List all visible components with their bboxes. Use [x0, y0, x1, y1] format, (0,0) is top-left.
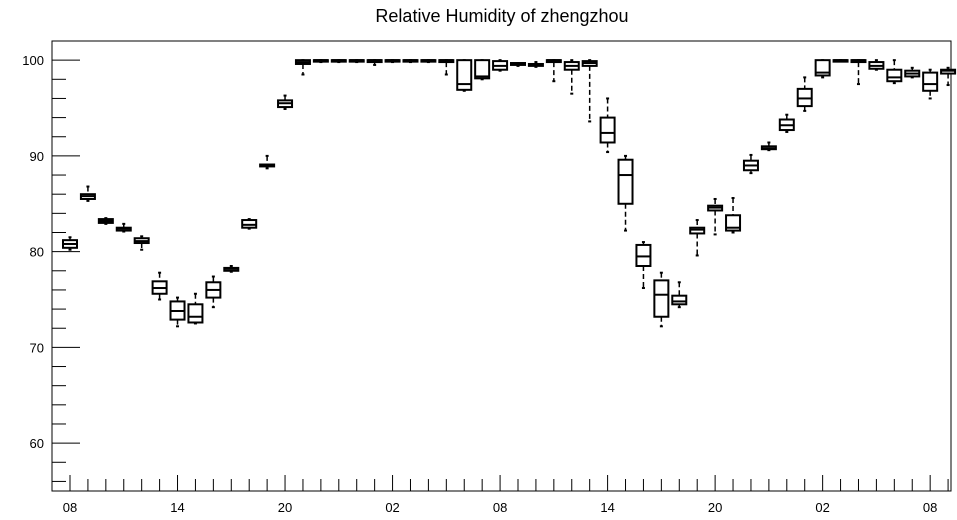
box-plot-8 — [205, 275, 222, 309]
box-plot-23 — [474, 59, 491, 81]
box-plot-25 — [510, 62, 526, 67]
box-plot-30 — [599, 97, 616, 154]
box-plot-15 — [330, 59, 347, 64]
iqr-box — [187, 303, 204, 324]
box-plot-11 — [259, 154, 276, 170]
box-series — [62, 59, 957, 328]
box-plot-38 — [742, 153, 759, 175]
x-tick-label: 02 — [385, 500, 399, 515]
box-plot-24 — [492, 59, 509, 72]
box-plot-42 — [814, 59, 831, 79]
x-tick-label: 20 — [278, 500, 292, 515]
box-plot-33 — [653, 271, 670, 328]
chart-title: Relative Humidity of zhengzhou — [375, 6, 628, 26]
box-plot-39 — [760, 141, 777, 152]
box-plot-44 — [850, 59, 867, 86]
x-tick-label: 08 — [923, 500, 937, 515]
plot-frame — [51, 40, 952, 492]
box-plot-37 — [725, 197, 742, 234]
box-plot-18 — [384, 59, 401, 64]
box-plot-16 — [348, 59, 365, 64]
y-tick-label: 80 — [30, 245, 44, 260]
y-tick-label: 90 — [30, 149, 44, 164]
y-axis: 60 70 80 90 100 — [22, 40, 80, 482]
y-tick-label: 70 — [30, 340, 44, 355]
box-plot-28 — [563, 59, 580, 95]
box-plot-40 — [778, 113, 795, 133]
box-plot-27 — [545, 59, 562, 83]
box-plot-14 — [312, 59, 329, 64]
box-plot-4 — [133, 235, 150, 251]
iqr-box — [474, 59, 491, 80]
box-plot-19 — [402, 59, 419, 64]
box-plot-3 — [115, 222, 132, 233]
box-plot-26 — [527, 61, 544, 68]
x-axis: 08 14 20 02 08 14 20 02 08 — [63, 475, 949, 515]
box-plot-31 — [617, 154, 634, 232]
box-plot-9 — [223, 265, 240, 273]
x-tick-label: 02 — [815, 500, 829, 515]
x-tick-label: 08 — [63, 500, 77, 515]
iqr-box — [653, 279, 670, 318]
box-plot-49 — [940, 66, 957, 87]
box-plot-32 — [635, 241, 652, 290]
box-plot-0 — [62, 236, 78, 251]
iqr-box — [886, 68, 903, 83]
box-plot-12 — [277, 94, 294, 110]
box-plot-7 — [187, 292, 204, 325]
box-plot-5 — [151, 271, 168, 301]
box-plot-10 — [241, 218, 258, 230]
box-plot-43 — [832, 59, 849, 63]
box-plot-36 — [707, 197, 724, 236]
iqr-box — [922, 71, 939, 92]
box-plot-2 — [97, 217, 114, 225]
box-plot-41 — [796, 76, 813, 112]
iqr-box — [599, 116, 616, 144]
y-tick-label: 100 — [22, 53, 44, 68]
box-plot-17 — [366, 59, 383, 66]
box-plot-48 — [922, 68, 939, 100]
box-plot-22 — [456, 59, 473, 92]
x-tick-label: 20 — [708, 500, 722, 515]
box-plot-13 — [294, 59, 311, 76]
iqr-box — [456, 59, 473, 91]
box-plot-6 — [169, 296, 186, 328]
x-tick-label: 14 — [170, 500, 184, 515]
box-plot-1 — [79, 185, 96, 202]
box-plot-35 — [689, 219, 706, 257]
box-plot-47 — [904, 66, 921, 79]
iqr-box — [671, 294, 688, 306]
box-plot-29 — [581, 59, 598, 123]
box-plot-46 — [886, 59, 903, 85]
x-tick-label: 08 — [493, 500, 507, 515]
iqr-box — [617, 158, 634, 205]
box-plot-20 — [420, 59, 437, 64]
y-tick-label: 60 — [30, 436, 44, 451]
box-plot-34 — [671, 281, 688, 309]
box-plot-21 — [438, 59, 455, 76]
x-tick-label: 14 — [600, 500, 614, 515]
box-plot-45 — [868, 59, 885, 71]
